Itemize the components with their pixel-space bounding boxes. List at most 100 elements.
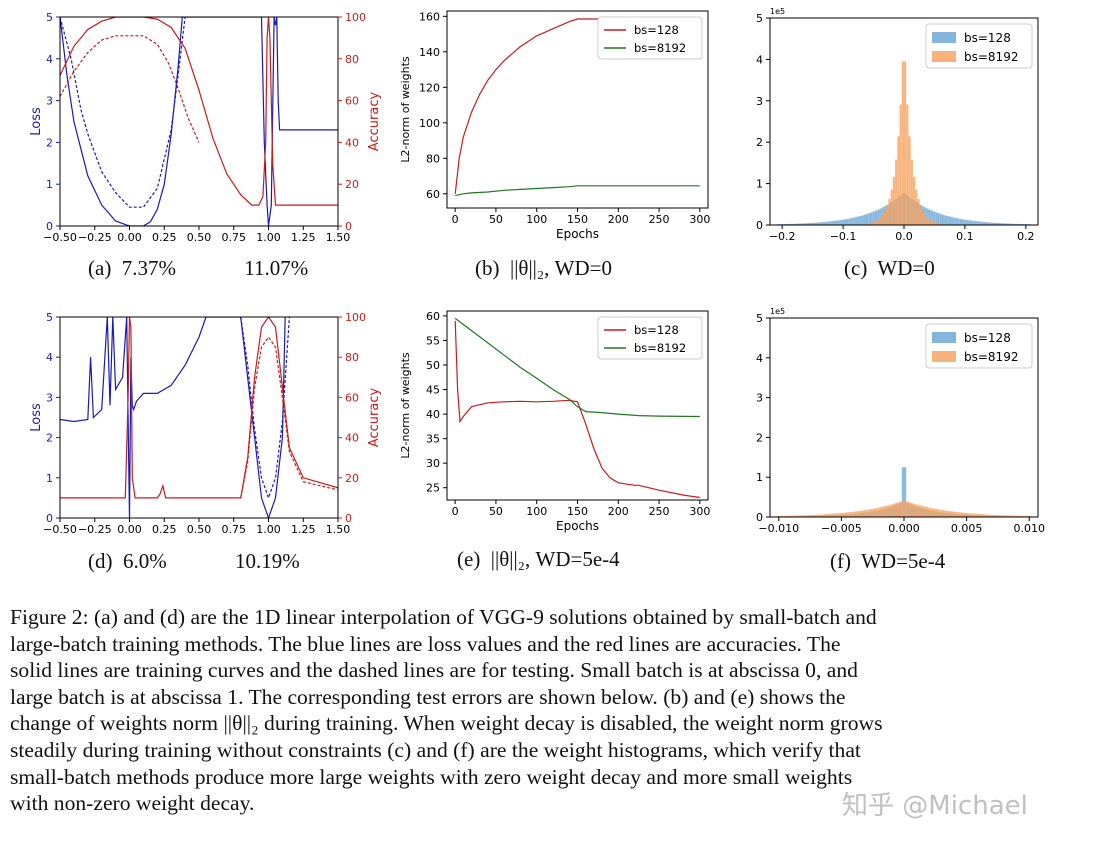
histogram-bar: [1000, 223, 1003, 225]
histogram-bar: [859, 215, 862, 225]
histogram-bar: [874, 508, 878, 517]
series-line-loss-test: [240, 317, 290, 500]
histogram-bar: [816, 514, 820, 517]
caption-a: (a) 7.37% 11.07%: [88, 256, 309, 280]
histogram-bar: [830, 513, 833, 517]
legend-label: bs=8192: [964, 350, 1018, 364]
histogram-bar: [904, 467, 907, 517]
histogram-bar: [968, 513, 971, 517]
y-tick-label: 5: [756, 12, 763, 25]
caption-line: large batch is at abscissa 1. The corres…: [10, 684, 846, 709]
histogram-bar: [946, 510, 949, 517]
histogram-bar: [816, 222, 820, 225]
histogram-bar: [792, 223, 795, 225]
histogram-bar: [1002, 515, 1005, 517]
histogram-bar: [930, 220, 934, 225]
y-tick-label: 3: [46, 391, 53, 404]
x-tick-label: 0.00: [117, 523, 142, 536]
histogram-bar: [979, 514, 983, 517]
y-tick-label: 100: [345, 311, 366, 324]
histogram-bar: [870, 509, 873, 517]
x-tick-label: 150: [567, 213, 588, 226]
x-tick-label: 250: [649, 213, 670, 226]
histogram-bar: [912, 176, 916, 225]
series-line-bs-8192: [455, 185, 700, 197]
legend-label: bs=8192: [964, 50, 1018, 64]
histogram-bar: [872, 221, 875, 225]
caption-d: (d) 6.0% 10.19%: [88, 549, 300, 573]
caption-line: with non-zero weight decay.: [10, 791, 255, 816]
histogram-bar: [941, 510, 945, 517]
histogram-bar: [787, 223, 791, 225]
histogram-bar: [988, 514, 992, 517]
y-tick-label: 45: [426, 384, 440, 397]
x-tick-label: −0.50: [43, 231, 77, 244]
x-tick-label: 0.0: [895, 230, 913, 243]
x-tick-label: 0.25: [152, 523, 177, 536]
histogram-bar: [852, 511, 855, 517]
series-line-accuracy-test: [240, 336, 338, 499]
histogram-bar: [997, 515, 1001, 517]
y-tick-label: 2: [756, 431, 763, 444]
histogram-bar: [794, 223, 797, 225]
watermark: 知乎 @Michael: [842, 791, 1028, 821]
x-tick-label: −0.2: [769, 230, 796, 243]
histogram-bar: [821, 514, 824, 517]
histogram-bar: [897, 502, 900, 517]
histogram-bar: [825, 514, 829, 517]
histogram-bar: [866, 213, 869, 225]
histogram-bar: [799, 515, 802, 517]
histogram-bar: [975, 221, 978, 225]
x-tick-label: 1.50: [326, 231, 351, 244]
caption-c: (c) WD=0: [844, 256, 935, 280]
histogram-bar: [834, 513, 837, 517]
x-tick-label: 0.010: [1013, 522, 1045, 535]
x-axis-label: Epochs: [556, 227, 599, 241]
y-axis-label-right: Accuracy: [367, 92, 382, 152]
x-tick-label: 0.25: [152, 231, 177, 244]
histogram-bar: [946, 215, 949, 225]
histogram-bar: [805, 223, 808, 225]
histogram-bar: [935, 222, 938, 225]
panel-a: −0.50 −0.25 0.00 0.25 0.50 0.75 1.00 1.25 1.50 0 1…: [0, 0, 382, 290]
histogram-bar: [861, 510, 864, 517]
histogram-bar: [879, 208, 882, 225]
legend-label: bs=8192: [634, 41, 686, 55]
histogram-bar: [919, 505, 922, 517]
legend-label: bs=128: [634, 23, 679, 37]
histogram-bar: [799, 223, 802, 225]
histogram-bar: [881, 214, 884, 225]
histogram-bar: [1017, 515, 1021, 517]
x-tick-label: 1.25: [291, 523, 316, 536]
histogram-bar: [823, 221, 826, 225]
y-tick-label: 4: [756, 53, 763, 66]
histogram-bar: [984, 222, 987, 225]
y-tick-label: 2: [46, 432, 53, 445]
histogram-bar: [939, 509, 942, 517]
histogram-bar: [879, 217, 882, 225]
y-tick-label: 40: [345, 432, 359, 445]
scale-label: 1e5: [770, 307, 785, 316]
x-tick-label: −0.25: [78, 523, 112, 536]
histogram-bar: [971, 513, 974, 517]
histogram-bar: [924, 214, 927, 225]
histogram-bar: [825, 221, 829, 225]
histogram-bar: [870, 212, 873, 225]
panel-d: −0.50 −0.25 0.00 0.25 0.50 0.75 1.00 1.25 1.50 0 1…: [0, 300, 382, 590]
histogram-bs-8192: [854, 61, 954, 225]
histogram-bar: [796, 515, 800, 517]
histogram-bar: [834, 220, 837, 225]
histogram-bar: [984, 514, 987, 517]
axes-frame: [59, 16, 339, 227]
y-tick-label: 1: [46, 178, 53, 191]
y-tick-label: 80: [345, 351, 359, 364]
histogram-bar: [977, 221, 980, 225]
histogram-bar: [1011, 223, 1014, 225]
histogram-bar: [953, 217, 956, 225]
histogram-bar: [1011, 515, 1014, 517]
y-tick-label: 2: [46, 136, 53, 149]
histogram-bar: [881, 506, 884, 517]
histogram-bar: [939, 213, 942, 225]
series-line-loss-test: [60, 17, 186, 208]
series-line-bs-128: [454, 320, 700, 499]
